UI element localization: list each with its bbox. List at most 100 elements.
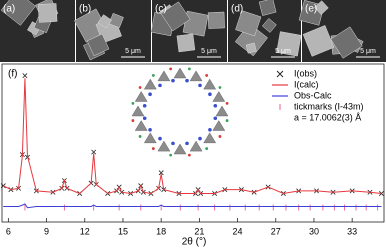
crystal xyxy=(235,10,262,37)
atom xyxy=(138,135,142,138)
crystal xyxy=(0,0,36,26)
obs-point xyxy=(91,149,97,155)
atom xyxy=(148,127,152,132)
crystal xyxy=(86,33,110,57)
atom xyxy=(158,83,162,88)
obs-point xyxy=(378,191,384,196)
atom xyxy=(171,78,175,83)
atom xyxy=(158,136,162,141)
sem-strip: (a) (b) 5 μm (c) 5 μm (d) 5 μm (e) 5 μm xyxy=(0,0,386,62)
panel-label: (b) xyxy=(79,4,91,15)
atom xyxy=(148,92,152,97)
atom xyxy=(131,119,135,122)
atom xyxy=(151,74,155,77)
scale-label: 5 μm xyxy=(201,48,217,55)
atom xyxy=(169,153,173,157)
scale-label: 5 μm xyxy=(125,48,141,55)
atom xyxy=(218,86,222,89)
plot: 6 9 12 15 18 21 24 27 30 33 I(obs)I(calc)Obs-Calct… xyxy=(0,68,384,236)
atom xyxy=(142,116,147,121)
legend-label: I(obs) xyxy=(294,68,317,78)
atom xyxy=(208,127,212,132)
polyhedron xyxy=(143,132,157,144)
legend-swatch xyxy=(276,70,284,78)
crystal xyxy=(108,12,124,29)
polyhedron xyxy=(212,120,226,131)
panel-label: (e) xyxy=(305,4,317,15)
crystal xyxy=(182,10,209,37)
x-tick-label: 18 xyxy=(156,226,166,236)
crystal xyxy=(330,26,363,59)
scale-label: 5 μm xyxy=(275,48,291,55)
x-tick-label: 6 xyxy=(6,226,11,236)
crystal xyxy=(276,31,302,57)
polyhedron xyxy=(143,78,157,90)
crystal xyxy=(97,14,112,29)
atom xyxy=(187,153,191,157)
polyhedron xyxy=(131,105,145,117)
atom xyxy=(138,86,142,89)
x-tick-label: 15 xyxy=(118,226,128,236)
polyhedron xyxy=(189,140,203,152)
atom xyxy=(198,83,202,88)
atom xyxy=(185,78,189,83)
polyhedron xyxy=(157,70,171,82)
x-tick-label: 30 xyxy=(309,226,319,236)
atom xyxy=(131,102,135,105)
atom xyxy=(171,141,175,146)
crystal xyxy=(245,42,257,54)
scale-label: 5 μm xyxy=(360,48,376,55)
polyhedron xyxy=(134,120,148,131)
polyhedron xyxy=(157,140,171,152)
legend-label: Obs-Calc xyxy=(294,90,332,100)
atom xyxy=(205,74,209,77)
legend-label: I(calc) xyxy=(294,79,319,89)
atom xyxy=(225,119,229,122)
polyhedron xyxy=(189,70,203,82)
crystal xyxy=(160,1,191,32)
annotation: a = 17.0062(3) Å xyxy=(294,112,361,122)
atom xyxy=(169,67,173,71)
structure-inset xyxy=(131,67,229,157)
x-tick-label: 27 xyxy=(271,226,281,236)
polyhedron xyxy=(173,67,187,79)
x-tick-label: 21 xyxy=(194,226,204,236)
atom xyxy=(208,92,212,97)
atom xyxy=(198,136,202,141)
crystal xyxy=(207,11,225,29)
panel-label: (c) xyxy=(155,4,167,15)
atom xyxy=(185,141,189,146)
series-line xyxy=(3,203,382,209)
series-line xyxy=(3,78,382,195)
atom xyxy=(213,103,218,108)
crystal xyxy=(37,3,58,23)
x-axis-title: 2θ (°) xyxy=(182,237,207,248)
legend-label: tickmarks (I-43m) xyxy=(294,101,364,111)
crystal xyxy=(302,25,335,57)
x-tick-label: 12 xyxy=(80,226,90,236)
atom xyxy=(225,102,229,105)
polyhedron xyxy=(134,91,148,102)
polyhedron xyxy=(173,143,187,155)
atom xyxy=(205,147,209,150)
plot-frame xyxy=(1,63,385,223)
x-tick-label: 33 xyxy=(347,226,357,236)
atom xyxy=(213,116,218,121)
panel-label: (a) xyxy=(3,4,15,15)
crystal xyxy=(314,0,329,15)
x-tick-label: 24 xyxy=(233,226,243,236)
obs-point xyxy=(158,170,164,176)
atom xyxy=(142,103,147,108)
atom xyxy=(187,67,191,71)
atom xyxy=(218,135,222,138)
polyhedron xyxy=(203,78,217,90)
polyhedron xyxy=(215,105,229,117)
crystal xyxy=(261,18,277,33)
panel-label: (f) xyxy=(8,69,17,80)
polyhedron xyxy=(212,91,226,102)
atom xyxy=(151,147,155,150)
crystal xyxy=(258,0,277,16)
